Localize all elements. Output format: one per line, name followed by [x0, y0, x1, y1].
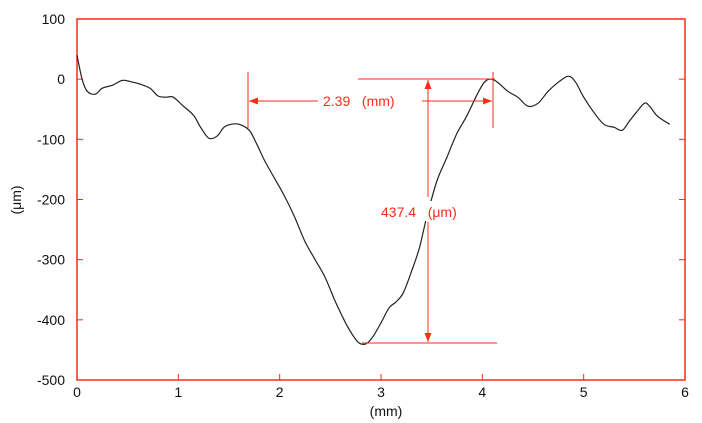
y-tick-label: -200 [37, 192, 65, 208]
y-axis-ticks: 100 0 -100 -200 -300 -400 -500 [37, 11, 685, 388]
x-tick-label: 3 [377, 384, 385, 400]
y-tick-label: 100 [42, 11, 66, 27]
plot-frame [76, 18, 686, 381]
y-tick-label: -300 [37, 252, 65, 268]
x-tick-label: 6 [681, 384, 689, 400]
y-tick-label: -500 [37, 372, 65, 388]
width-arrow-left [249, 97, 258, 105]
x-tick-label: 2 [276, 384, 284, 400]
x-tick-label: 1 [174, 384, 182, 400]
depth-arrow-top [424, 80, 432, 89]
depth-label-bg [378, 201, 496, 221]
y-axis-label: (μm) [8, 185, 24, 214]
profile-line [76, 54, 671, 345]
x-axis-label: (mm) [370, 403, 403, 419]
depth-annotation: 437.4 (μm) [358, 78, 497, 344]
width-annotation: 2.39 (mm) [247, 72, 494, 128]
x-tick-label: 5 [580, 384, 588, 400]
x-axis-ticks: 0 1 2 3 4 5 6 [73, 374, 689, 400]
width-arrow-right [483, 97, 492, 105]
y-tick-label: -400 [37, 312, 65, 328]
depth-annotation-label: 437.4 (μm) [381, 204, 457, 220]
x-tick-label: 4 [478, 384, 486, 400]
y-tick-label: -100 [37, 131, 65, 147]
depth-arrow-bottom [424, 333, 432, 342]
y-tick-label: 0 [57, 71, 65, 87]
x-tick-label: 0 [73, 384, 81, 400]
width-annotation-label: 2.39 (mm) [323, 93, 395, 109]
